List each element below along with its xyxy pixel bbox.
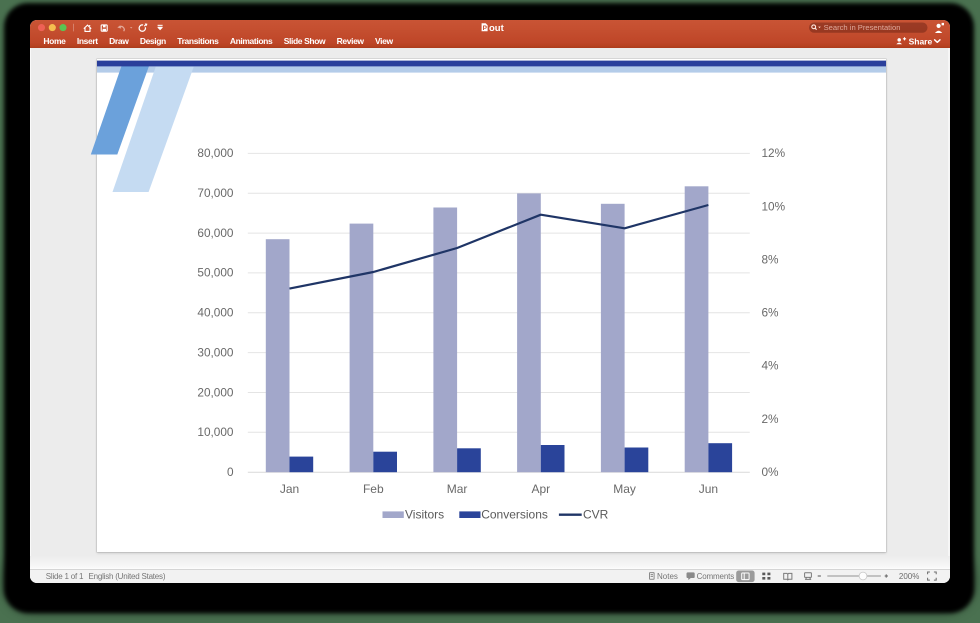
- svg-text:2%: 2%: [761, 412, 779, 426]
- svg-text:0%: 0%: [761, 465, 779, 479]
- svg-text:Conversions: Conversions: [481, 508, 548, 522]
- svg-text:Comments: Comments: [696, 572, 734, 581]
- svg-text:80,000: 80,000: [197, 146, 234, 160]
- svg-text:Mar: Mar: [446, 482, 467, 496]
- svg-text:60,000: 60,000: [197, 226, 234, 240]
- svg-text:Share: Share: [908, 36, 932, 46]
- svg-text:Feb: Feb: [362, 482, 383, 496]
- svg-text:4%: 4%: [761, 359, 779, 373]
- svg-text:12%: 12%: [761, 146, 785, 160]
- svg-text:Apr: Apr: [531, 482, 550, 496]
- svg-text:30,000: 30,000: [197, 345, 234, 359]
- svg-text:200%: 200%: [898, 572, 918, 581]
- svg-text:70,000: 70,000: [197, 186, 234, 200]
- svg-text:CVR: CVR: [583, 508, 609, 522]
- svg-text:50,000: 50,000: [197, 266, 234, 280]
- svg-text:8%: 8%: [761, 253, 779, 267]
- svg-text:Jan: Jan: [279, 482, 298, 496]
- svg-text:Notes: Notes: [657, 572, 678, 581]
- svg-text:Visitors: Visitors: [405, 508, 444, 522]
- svg-text:P: P: [482, 25, 487, 32]
- svg-text:0: 0: [226, 465, 233, 479]
- svg-text:6%: 6%: [761, 306, 779, 320]
- svg-text:40,000: 40,000: [197, 306, 234, 320]
- svg-text:10,000: 10,000: [197, 425, 234, 439]
- svg-text:10%: 10%: [761, 199, 785, 213]
- svg-text:20,000: 20,000: [197, 385, 234, 399]
- svg-text:May: May: [613, 482, 636, 496]
- svg-text:Jun: Jun: [698, 482, 717, 496]
- svg-text:Search in Presentation: Search in Presentation: [823, 23, 900, 32]
